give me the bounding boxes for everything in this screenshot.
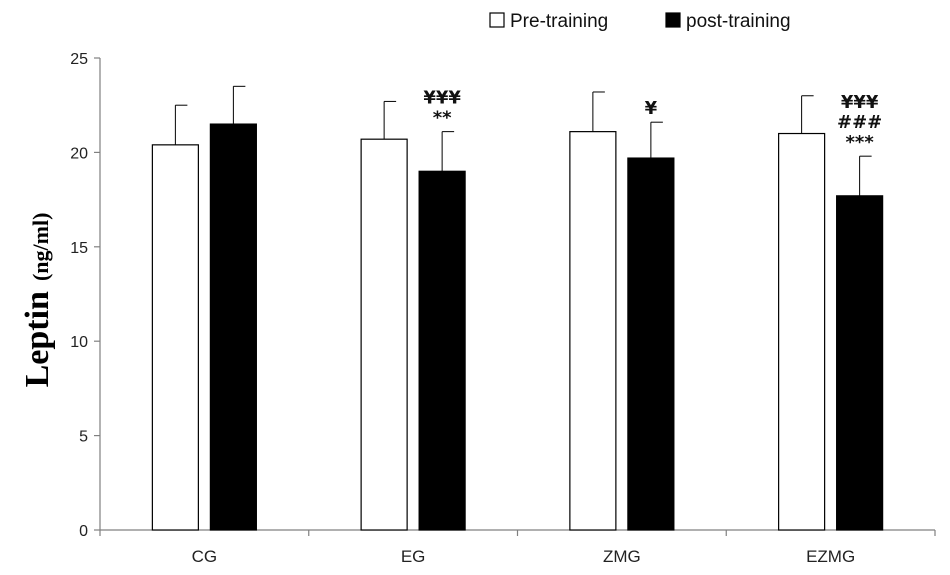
y-tick-label: 5 (79, 429, 88, 446)
legend: Pre-training post-training (489, 11, 791, 32)
y-tick-label: 0 (79, 523, 88, 540)
x-tick-label: CG (192, 547, 218, 566)
legend-label: post-training (686, 11, 791, 32)
bars-layer (151, 85, 884, 531)
legend-label: Pre-training (510, 11, 608, 32)
bar-pre-training-zmg (569, 131, 617, 531)
y-tick-label: 20 (70, 145, 88, 162)
bar-pre-training-ezmg (778, 132, 826, 531)
significance-marker: ** (433, 108, 452, 129)
bar-post-training-ezmg (836, 195, 884, 531)
x-tick-label: ZMG (603, 547, 641, 566)
legend-swatch (665, 12, 681, 28)
bar-post-training-cg (209, 123, 257, 531)
y-axis-title: Leptin (ng/ml) (19, 213, 56, 388)
significance-marker: ¥¥¥ (423, 88, 461, 109)
significance-marker: *** (846, 132, 875, 153)
bar-post-training-zmg (627, 157, 675, 531)
significance-marker: ### (837, 112, 882, 133)
y-axis-title-main: Leptin (19, 291, 56, 387)
y-tick-label: 25 (70, 51, 88, 68)
bar-pre-training-cg (151, 144, 199, 531)
annotations-layer: ¥¥¥** ¥ ¥¥¥###*** (423, 88, 882, 154)
y-tick-label: 10 (70, 334, 88, 351)
bar-post-training-eg (418, 170, 466, 531)
y-axis-title-unit: (ng/ml) (28, 213, 53, 281)
legend-swatch (489, 12, 505, 28)
x-tick-label: EG (401, 547, 426, 566)
bar-pre-training-eg (360, 138, 408, 531)
y-tick-label: 15 (70, 240, 88, 257)
x-tick-label: EZMG (806, 547, 855, 566)
significance-marker: ¥ (645, 98, 658, 119)
y-axis-title-group: Leptin (ng/ml) (19, 213, 56, 388)
significance-marker: ¥¥¥ (841, 92, 879, 113)
